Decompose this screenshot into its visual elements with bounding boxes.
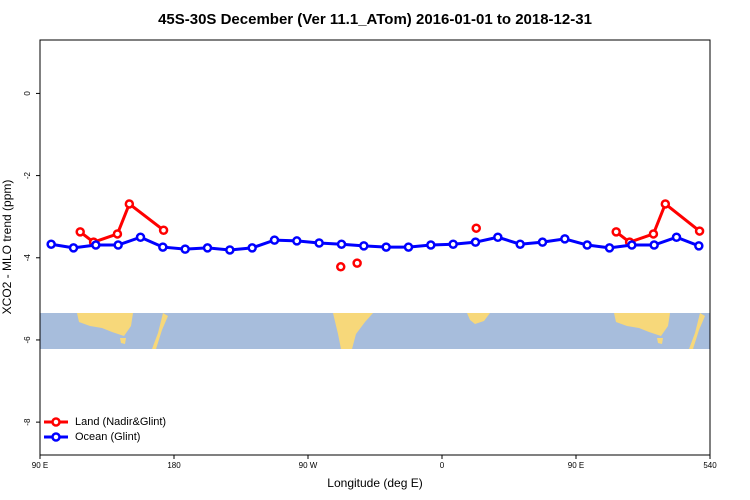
data-point	[515, 239, 525, 249]
data-point	[493, 232, 503, 242]
y-tick-label: -4	[23, 254, 32, 262]
data-point	[611, 227, 621, 237]
x-tick-label: 180	[167, 461, 181, 470]
data-point	[113, 240, 123, 250]
data-point	[470, 237, 481, 247]
legend-label: Ocean (Glint)	[75, 431, 140, 443]
data-point	[694, 241, 704, 251]
data-point	[158, 242, 168, 252]
data-point	[180, 244, 190, 254]
data-point	[648, 229, 659, 239]
series-line	[50, 235, 700, 252]
data-point	[336, 239, 347, 249]
map-band	[40, 313, 710, 349]
data-point	[202, 243, 213, 253]
y-axis-label: XCO2 - MLO trend (ppm)	[0, 180, 14, 315]
data-point	[75, 227, 85, 237]
data-point	[560, 234, 570, 244]
data-point	[91, 240, 101, 250]
y-tick-label: -6	[23, 336, 32, 344]
data-point	[158, 225, 169, 235]
data-point	[660, 199, 671, 209]
x-axis-label: Longitude (deg E)	[327, 476, 422, 490]
y-tick-label: -2	[23, 171, 32, 179]
x-tick-label: 90 E	[32, 461, 48, 470]
legend-marker	[51, 432, 61, 442]
data-point	[582, 240, 592, 250]
data-point	[694, 226, 705, 236]
legend-label: Land (Nadir&Glint)	[75, 416, 166, 428]
data-point	[135, 232, 146, 242]
series-line	[79, 201, 701, 244]
data-point	[381, 242, 391, 252]
data-point	[314, 238, 324, 248]
data-point	[448, 239, 458, 249]
plot-frame	[39, 39, 711, 456]
data-point	[604, 243, 615, 253]
data-point	[336, 262, 346, 272]
x-tick-label: 90 W	[299, 461, 318, 470]
data-point	[471, 223, 481, 233]
data-point	[247, 243, 257, 253]
data-point	[352, 258, 362, 268]
y-tick-label: 0	[23, 91, 32, 96]
data-point	[46, 239, 56, 249]
data-point	[225, 245, 235, 255]
data-point	[292, 236, 302, 246]
x-tick-label: 0	[440, 461, 445, 470]
data-point	[124, 199, 135, 209]
data-point	[269, 235, 280, 245]
data-point	[426, 240, 436, 250]
data-point	[68, 243, 79, 253]
data-point	[359, 241, 369, 251]
x-tick-label: 90 E	[568, 461, 584, 470]
data-point	[649, 240, 659, 250]
data-point	[627, 240, 637, 250]
data-point	[537, 237, 548, 247]
y-tick-label: -8	[23, 418, 32, 426]
chart-title: 45S-30S December (Ver 11.1_ATom) 2016-01…	[158, 11, 592, 28]
data-point	[112, 229, 123, 239]
data-point	[671, 232, 682, 242]
data-point	[403, 242, 414, 252]
legend-marker	[51, 417, 61, 427]
x-tick-label: 540	[703, 461, 717, 470]
